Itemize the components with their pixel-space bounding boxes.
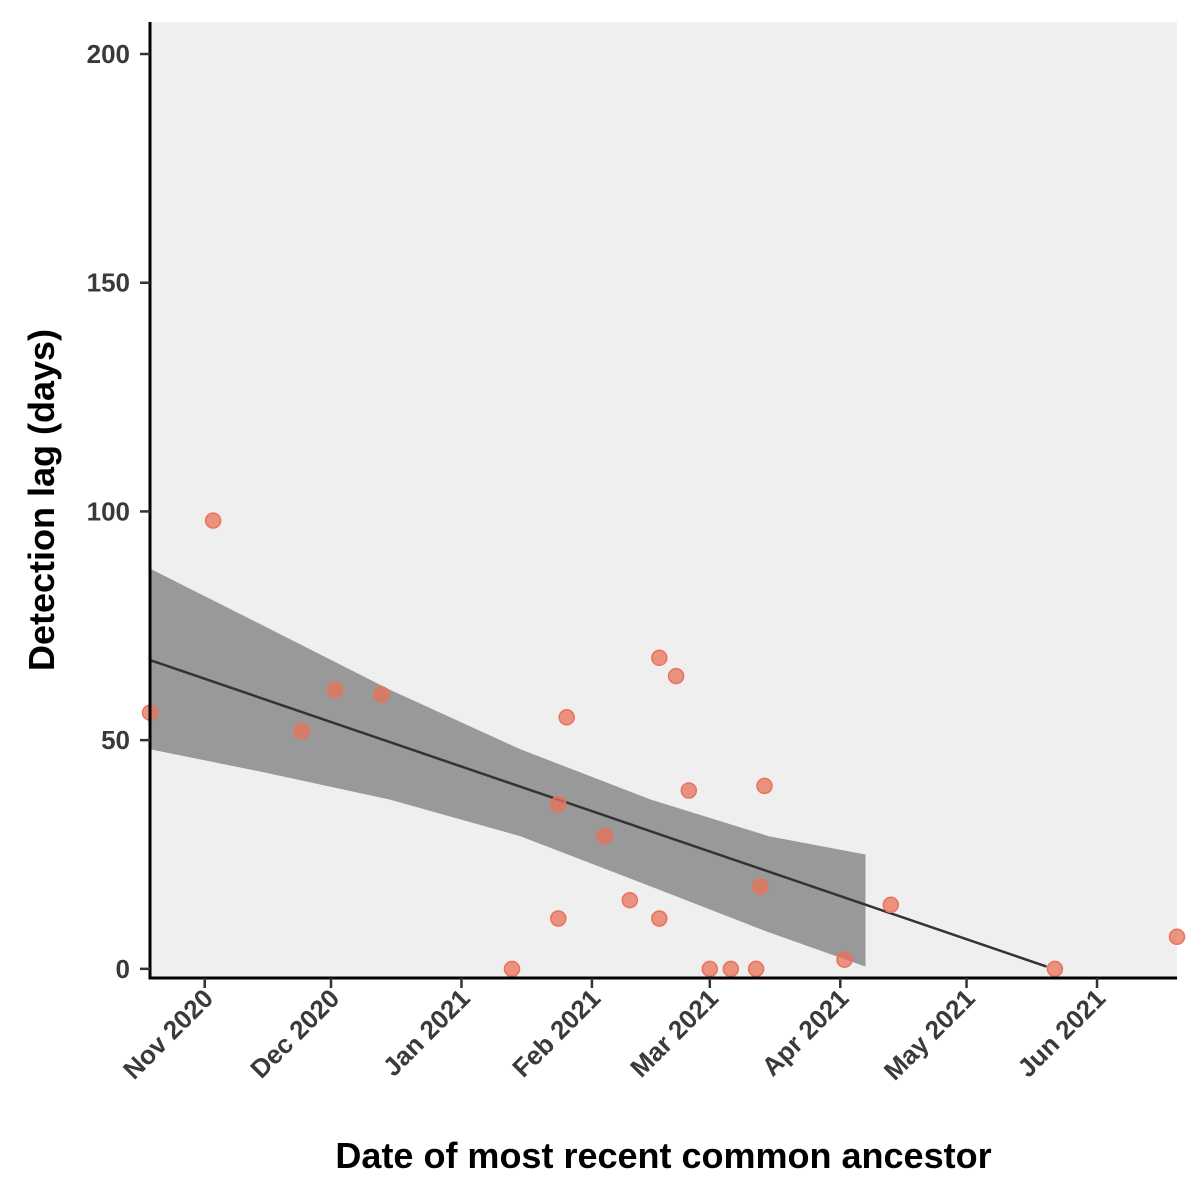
x-tick-label: Dec 2020 xyxy=(244,983,345,1084)
y-axis: 0 50 100 150 200 xyxy=(87,39,150,984)
data-point xyxy=(621,891,639,909)
x-axis: Nov 2020 Dec 2020 Jan 2021 Feb 2021 Mar 2021… xyxy=(117,978,1111,1086)
data-point xyxy=(1046,960,1064,978)
data-point xyxy=(651,649,668,667)
data-point xyxy=(756,777,773,795)
y-tick-label: 0 xyxy=(116,954,130,984)
data-point xyxy=(747,960,765,978)
data-point xyxy=(373,686,390,703)
x-tick-label: Feb 2021 xyxy=(506,983,606,1083)
data-point xyxy=(558,709,575,726)
data-point xyxy=(550,910,567,927)
data-point xyxy=(836,951,853,968)
y-tick-label: 200 xyxy=(87,39,130,69)
data-point xyxy=(701,960,719,978)
y-tick-label: 50 xyxy=(101,725,130,755)
x-tick-label: Jan 2021 xyxy=(377,983,476,1082)
data-point xyxy=(503,960,521,978)
y-tick-label: 100 xyxy=(87,496,130,526)
x-tick-label: May 2021 xyxy=(878,983,981,1086)
data-point xyxy=(596,827,613,845)
y-tick-label: 150 xyxy=(87,268,130,298)
confidence-band xyxy=(150,568,866,967)
data-point xyxy=(882,896,900,914)
data-point xyxy=(722,960,740,978)
data-point xyxy=(680,782,698,799)
data-point xyxy=(667,667,685,685)
data-point xyxy=(326,681,344,699)
data-point xyxy=(550,795,567,813)
x-tick-label: Mar 2021 xyxy=(624,983,724,1083)
trend-line xyxy=(149,658,1047,968)
data-point xyxy=(651,910,668,927)
x-axis-title: Date of most recent common ancestor xyxy=(335,1135,991,1176)
data-point xyxy=(1168,928,1186,946)
x-tick-label: Apr 2021 xyxy=(756,983,855,1082)
data-point xyxy=(293,722,310,740)
data-point xyxy=(204,512,222,529)
x-tick-label: Nov 2020 xyxy=(117,983,219,1085)
data-point xyxy=(752,878,769,895)
x-tick-label: Jun 2021 xyxy=(1011,983,1111,1083)
y-axis-title: Detection lag (days) xyxy=(21,329,62,671)
